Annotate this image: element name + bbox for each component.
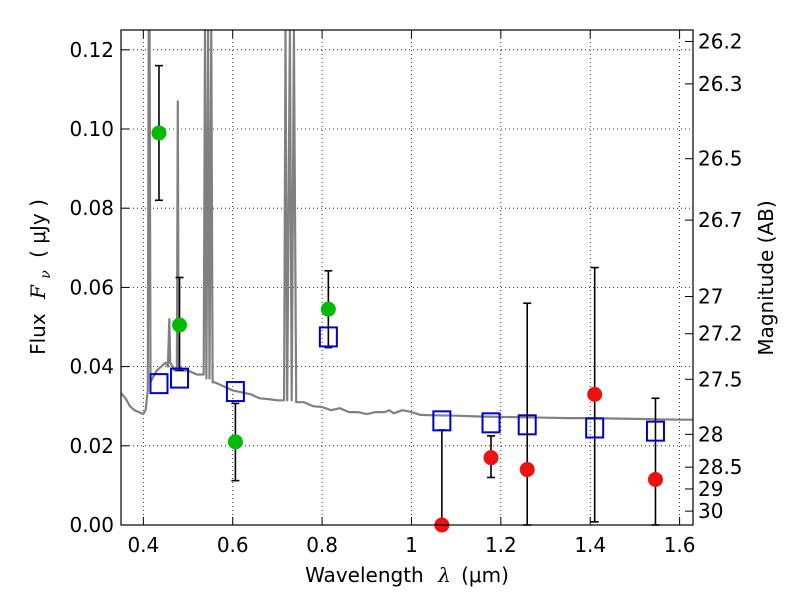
y-tick-label: 0.06 [69, 275, 114, 299]
model-photometry-marker [645, 420, 665, 442]
y-axis-label-subscript: ν [38, 270, 54, 279]
x-axis-label-symbol: λ [437, 563, 451, 587]
low-significance-marker [587, 386, 603, 402]
x-axis-label-prefix: Wavelength [305, 563, 424, 587]
tick-labels: 0.4 0.6 0.8 1 1.2 1.4 1.6 0.00 0.02 0.04 0.06 0.08 0… [69, 29, 742, 557]
model-photometry-marker [517, 414, 537, 436]
mag-tick-label: 30 [698, 499, 723, 523]
mag-tick-label: 27.5 [698, 367, 743, 391]
x-tick-label: 0.4 [127, 533, 159, 557]
errorbar-layer [154, 64, 660, 526]
y-tick-label: 0.04 [69, 355, 114, 379]
detection-marker [227, 434, 243, 450]
detection-marker [320, 301, 336, 317]
y2-axis-label: Magnitude (AB) [754, 200, 778, 355]
y-tick-label: 0.10 [69, 117, 114, 141]
model-photometry-marker [318, 326, 338, 348]
detection-marker [151, 125, 167, 141]
y-tick-label: 0.00 [69, 513, 114, 537]
mag-tick-label: 27.2 [698, 322, 743, 346]
mag-tick-label: 26.3 [698, 72, 743, 96]
detection-marker [172, 317, 188, 333]
mag-tick-label: 26.7 [698, 208, 743, 232]
x-tick-label: 1.6 [664, 533, 696, 557]
x-tick-label: 1.2 [485, 533, 517, 557]
plot-frame [120, 29, 694, 526]
low-significance-marker [483, 450, 499, 466]
mag-tick-label: 28.5 [698, 455, 743, 479]
model-photometry-marker [170, 367, 190, 389]
x-tick-label: 1.4 [574, 533, 606, 557]
model-photometry-marker [481, 412, 501, 434]
axis-ticks [121, 30, 693, 526]
mag-tick-label: 28 [698, 422, 723, 446]
y-axis-label-symbol: F [26, 284, 50, 300]
mag-tick-label: 27 [698, 285, 723, 309]
mag-tick-label: 29 [698, 477, 723, 501]
mag-tick-label: 26.2 [698, 29, 743, 53]
low-significance-marker [647, 471, 663, 487]
y-tick-label: 0.02 [69, 434, 114, 458]
model-photometry-marker [225, 381, 245, 403]
x-axis-label: Wavelength λ (μm) [305, 563, 509, 587]
y-tick-label: 0.12 [69, 38, 114, 62]
model-photometry-marker [149, 373, 169, 395]
mag-tick-label: 26.5 [698, 147, 743, 171]
marker-layer [149, 125, 665, 533]
y-axis-label-prefix: Flux [26, 313, 50, 355]
x-tick-label: 0.8 [306, 533, 338, 557]
x-tick-label: 1 [405, 533, 418, 557]
model-photometry-marker [432, 410, 452, 432]
x-tick-label: 0.6 [217, 533, 249, 557]
x-axis-label-unit: (μm) [461, 563, 509, 587]
y-tick-label: 0.08 [69, 196, 114, 220]
low-significance-marker [519, 462, 535, 478]
model-photometry-marker [585, 417, 605, 439]
y-axis-label-unit: ( μJy ) [26, 199, 50, 258]
y-axis-label: Flux F ν ( μJy ) [26, 199, 55, 355]
